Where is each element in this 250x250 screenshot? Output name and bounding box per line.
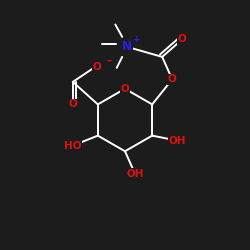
Text: OH: OH — [168, 136, 186, 145]
Text: OH: OH — [126, 169, 144, 179]
Text: –: – — [106, 56, 112, 66]
Text: O: O — [168, 74, 176, 85]
Text: O: O — [178, 34, 186, 44]
Text: O: O — [120, 84, 130, 94]
Text: HO: HO — [64, 140, 82, 150]
Text: O: O — [92, 62, 101, 72]
Text: O: O — [68, 99, 77, 110]
Text: +: + — [134, 35, 141, 44]
Text: N: N — [122, 40, 132, 54]
